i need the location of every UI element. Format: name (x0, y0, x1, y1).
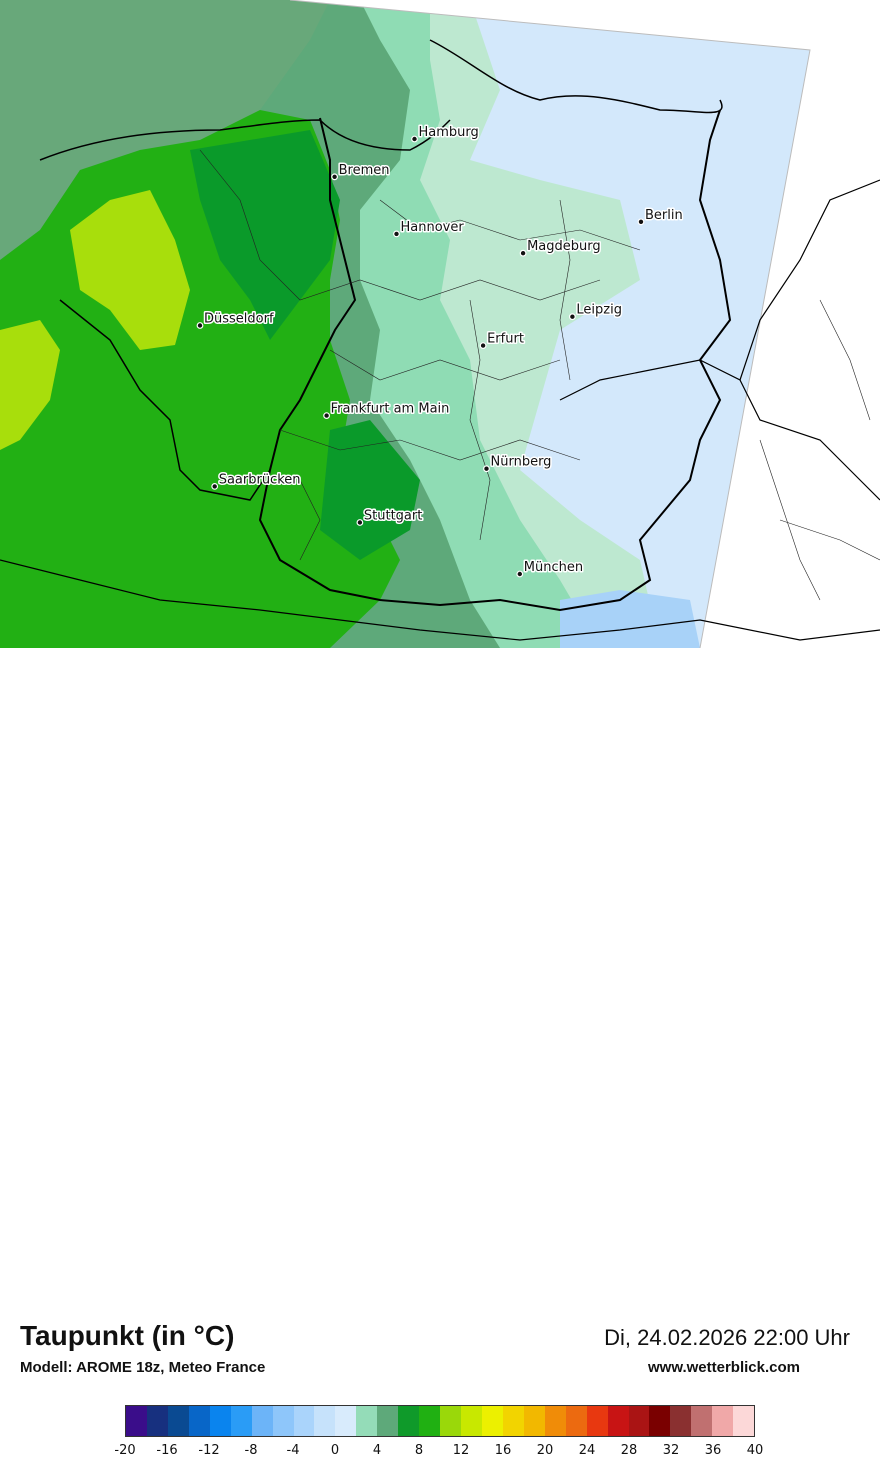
field-south-dark-green (320, 420, 420, 560)
city-marker (516, 570, 524, 578)
germany-border (258, 109, 732, 612)
color-scale-tick-label: 20 (536, 1443, 554, 1458)
color-scale-tick-label: 8 (414, 1443, 424, 1458)
field-bright-green-west (0, 320, 60, 450)
color-scale-segment (691, 1406, 713, 1436)
legend-panel: Taupunkt (in °C) Modell: AROME 18z, Mete… (0, 648, 880, 1458)
color-scale-segment (544, 1406, 566, 1436)
color-scale-segment (502, 1406, 524, 1436)
model-domain-edge (289, 0, 811, 649)
color-scale-segment (607, 1406, 629, 1436)
color-scale-tick-label: 28 (620, 1443, 638, 1458)
field-alps-cold (560, 590, 700, 648)
field-west-dark-green (190, 130, 340, 340)
color-scale-ticks: -20 -16 -12 -8 -4 0 4 8 12 16 20 24 28 32 36 40 (114, 1443, 763, 1463)
city-label: Düsseldorf (204, 312, 274, 327)
city-label: Berlin (645, 208, 683, 223)
city-marker (331, 173, 339, 181)
color-scale-tick-label: -4 (286, 1443, 300, 1458)
city-label: Frankfurt am Main (331, 402, 450, 417)
color-scale-segment (712, 1406, 734, 1436)
color-scale-tick-label: 4 (372, 1443, 382, 1458)
city-label: Hamburg (419, 125, 479, 140)
dew-point-field (0, 0, 810, 648)
city-label: Bremen (339, 163, 390, 178)
color-scale-tick-label: 24 (578, 1443, 596, 1458)
color-scale-segment (251, 1406, 273, 1436)
color-scale-segment (628, 1406, 650, 1436)
color-scale-segment (586, 1406, 608, 1436)
color-scale-segment (461, 1406, 482, 1436)
color-scale-tick-label: 32 (662, 1443, 680, 1458)
poland-border (739, 179, 880, 381)
city-marker (637, 218, 645, 226)
color-scale-segment (419, 1406, 441, 1436)
color-scale-tick-label: 16 (494, 1443, 512, 1458)
color-scale-segment (565, 1406, 587, 1436)
map-title: Taupunkt (in °C) (20, 1320, 235, 1351)
color-scale-segment (126, 1406, 147, 1436)
city-label: Hannover (401, 220, 465, 235)
color-scale-segment (335, 1406, 357, 1436)
color-scale-segment (481, 1406, 503, 1436)
city-marker (211, 483, 219, 490)
color-scale-tick-label: 36 (704, 1443, 722, 1458)
color-scale-segment (314, 1406, 336, 1436)
color-scale-segment (523, 1406, 545, 1436)
color-scale-segment (209, 1406, 231, 1436)
city-label: Erfurt (487, 332, 524, 347)
color-scale-tick-label: 40 (746, 1443, 764, 1458)
color-scale-tick-label: -16 (156, 1443, 178, 1458)
model-info: Modell: AROME 18z, Meteo France (20, 1359, 266, 1376)
color-scale-segment (167, 1406, 189, 1436)
city-marker (483, 465, 490, 473)
city-marker (393, 230, 400, 238)
website-link[interactable]: www.wetterblick.com (648, 1359, 800, 1376)
borders (0, 39, 880, 641)
city-marker (323, 412, 331, 420)
color-scale-tick-label: -12 (198, 1443, 220, 1458)
city-labels: Hamburg Bremen Berlin Hannover Magdeburg Düss… (196, 124, 684, 578)
color-scale-tick-label: 0 (330, 1443, 340, 1458)
city-marker (479, 342, 487, 350)
color-scale-segment (733, 1406, 755, 1436)
color-scale-tick-label: -8 (244, 1443, 258, 1458)
color-scale-segment (272, 1406, 294, 1436)
color-scale-segment (649, 1406, 671, 1436)
field-north-sea (0, 0, 330, 260)
city-label: Magdeburg (527, 239, 601, 254)
alpine-border (0, 559, 880, 641)
color-scale-tick-label: 12 (452, 1443, 470, 1458)
city-label: Stuttgart (364, 509, 422, 524)
color-scale-segment (188, 1406, 210, 1436)
benelux-border (59, 299, 271, 501)
color-scale-bar (125, 1405, 755, 1437)
map-canvas: Hamburg Bremen Berlin Hannover Magdeburg Düss… (0, 0, 880, 649)
color-scale-segment (398, 1406, 420, 1436)
forecast-datetime: Di, 24.02.2026 22:00 Uhr (604, 1325, 850, 1350)
color-scale-segment (440, 1406, 461, 1436)
city-label: Nürnberg (491, 455, 552, 470)
color-scale-segment (230, 1406, 252, 1436)
city-marker (519, 249, 527, 257)
color-scale-tick-label: -20 (114, 1443, 136, 1458)
city-marker (411, 135, 418, 143)
color-scale-segment (293, 1406, 315, 1436)
city-marker (569, 313, 576, 321)
dew-point-map: Hamburg Bremen Berlin Hannover Magdeburg Düss… (0, 0, 880, 649)
city-label: Saarbrücken (219, 472, 301, 487)
city-marker (356, 519, 364, 526)
baltic-coast (429, 39, 723, 114)
color-scale-segment (377, 1406, 399, 1436)
admin-boundaries (199, 149, 880, 601)
city-label: Leipzig (576, 303, 622, 318)
color-scale-segment (146, 1406, 168, 1436)
city-marker (196, 322, 204, 329)
color-scale-segment (356, 1406, 378, 1436)
color-scale-segment (670, 1406, 692, 1436)
north-sea-coast (39, 119, 451, 161)
city-label: München (524, 560, 583, 575)
field-bright-green (70, 190, 190, 350)
